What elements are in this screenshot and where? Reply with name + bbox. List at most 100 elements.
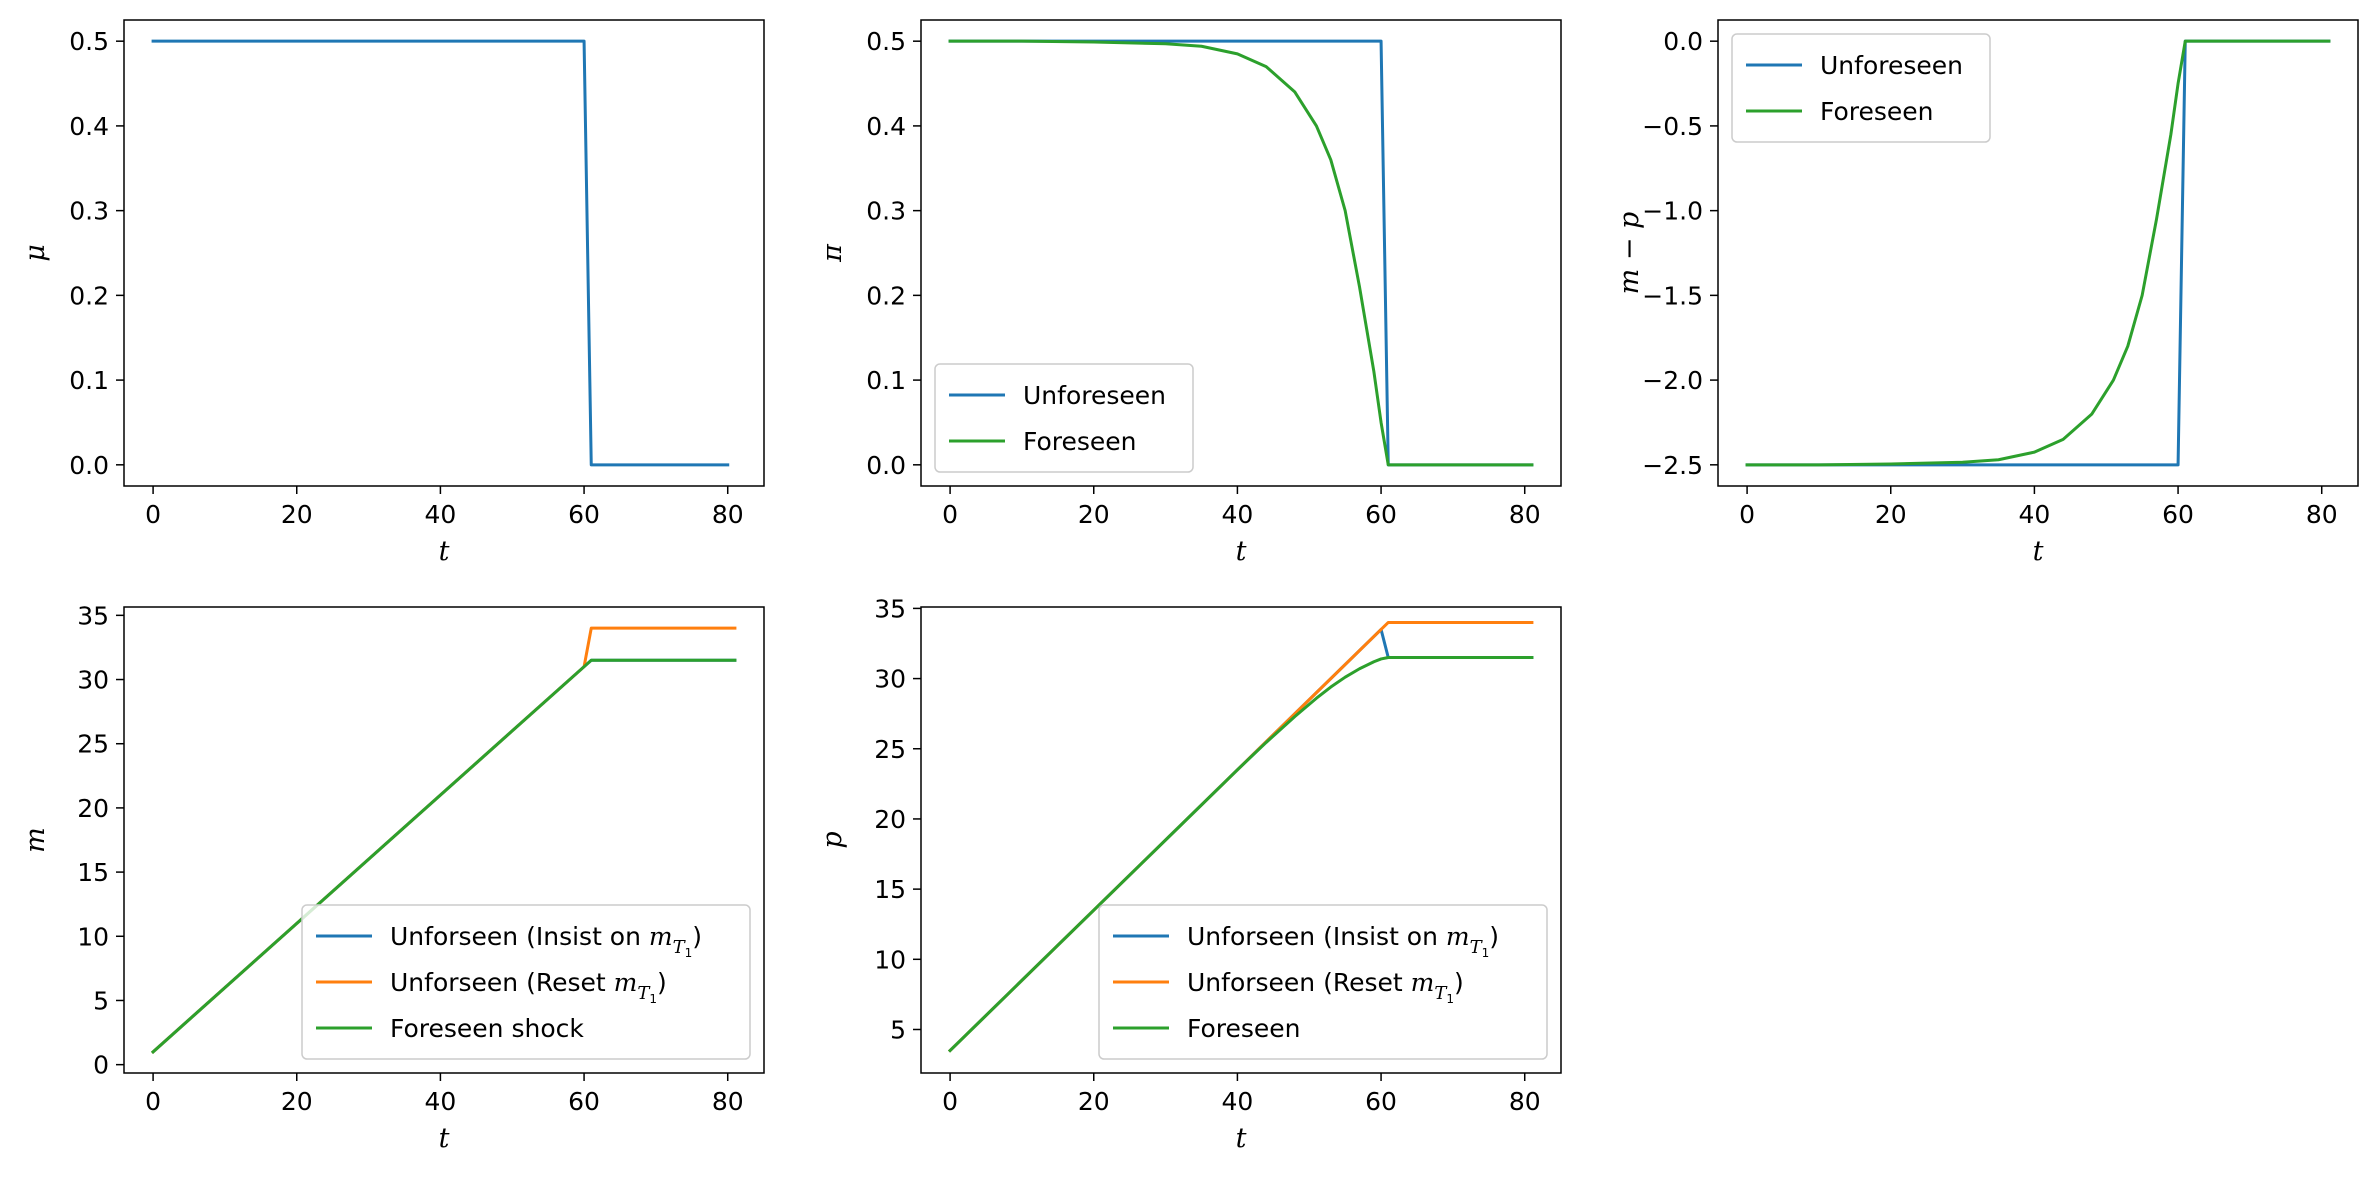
legend-box — [301, 904, 751, 1060]
x-tick-label: 20 — [281, 500, 313, 529]
legend-label: Foreseen — [1187, 1014, 1301, 1043]
subplot-1: 0 20 40 60 80 0.0 0.1 0.2 0.3 0.4 0.5 t μ — [20, 19, 765, 567]
legend-label: Foreseen — [1820, 97, 1934, 126]
y-tick-label: 30 — [77, 666, 109, 695]
x-tick-label: 0 — [942, 1087, 958, 1116]
y-tick-label: 0.5 — [69, 27, 109, 56]
y-tick-label: 10 — [77, 922, 109, 951]
subplot-5: 0 20 40 60 80 5 10 15 20 25 30 35 t p Unforseen (Insis… — [817, 594, 1562, 1154]
legend: Unforseen (Insist on mT1) Unforseen (Rese… — [1098, 904, 1548, 1060]
axes-frame — [920, 606, 1562, 1074]
x-tick-label: 80 — [2306, 500, 2338, 529]
y-tick-label: 0.4 — [69, 112, 109, 141]
x-axis-label: t — [1236, 1123, 1247, 1154]
x-tick-label: 0 — [145, 1087, 161, 1116]
y-tick-label: 0.0 — [1663, 27, 1703, 56]
legend-label: Foreseen shock — [390, 1014, 584, 1043]
x-tick-label: 40 — [1222, 500, 1254, 529]
x-tick-label: 60 — [568, 500, 600, 529]
y-tick-label: 35 — [874, 594, 906, 623]
x-tick-label: 80 — [712, 1087, 744, 1116]
y-tick-label: 0.1 — [866, 366, 906, 395]
y-tick-label: 15 — [874, 875, 906, 904]
axes-frame — [920, 19, 1562, 487]
x-tick-label: 40 — [425, 500, 457, 529]
legend: Unforseen (Insist on mT1) Unforseen (Rese… — [301, 904, 751, 1060]
y-tick-label: 0.2 — [866, 281, 906, 310]
legend-label: Unforseen (Reset mT1) — [390, 968, 667, 1006]
x-tick-label: 80 — [712, 500, 744, 529]
y-tick-label: 20 — [77, 794, 109, 823]
y-tick-label: 0.0 — [866, 451, 906, 480]
x-axis-label: t — [439, 1123, 450, 1154]
axes-frame — [123, 606, 765, 1074]
y-tick-label: 15 — [77, 858, 109, 887]
axes-frame — [1717, 19, 2359, 487]
y-tick-label: −1.5 — [1642, 281, 1703, 310]
legend-label: Unforseen (Insist on mT1) — [1187, 922, 1499, 960]
y-tick-label: 0.3 — [866, 197, 906, 226]
legend-label: Unforeseen — [1023, 381, 1166, 410]
legend: Unforeseen Foreseen — [934, 363, 1194, 473]
y-tick-label: 25 — [77, 730, 109, 759]
y-axis-label: m − p — [1614, 212, 1645, 295]
legend-box — [1098, 904, 1548, 1060]
x-axis-label: t — [439, 536, 450, 567]
y-tick-label: 0.1 — [69, 366, 109, 395]
legend-label: Unforeseen — [1820, 51, 1963, 80]
subplot-3: 0 20 40 60 80 −2.5 −2.0 −1.5 −1.0 −0.5 0.0 t m − p Un… — [1614, 19, 2359, 567]
x-tick-label: 20 — [1078, 500, 1110, 529]
x-tick-label: 20 — [281, 1087, 313, 1116]
y-tick-label: −1.0 — [1642, 197, 1703, 226]
y-tick-label: 30 — [874, 665, 906, 694]
y-tick-label: 0.2 — [69, 281, 109, 310]
legend-label: Unforseen (Reset mT1) — [1187, 968, 1464, 1006]
x-axis-label: t — [2033, 536, 2044, 567]
legend-box — [934, 363, 1194, 473]
x-tick-label: 80 — [1509, 500, 1541, 529]
y-tick-label: −0.5 — [1642, 112, 1703, 141]
legend: Unforeseen Foreseen — [1731, 33, 1991, 143]
x-tick-label: 20 — [1078, 1087, 1110, 1116]
legend-label: Foreseen — [1023, 427, 1137, 456]
y-tick-label: 0.3 — [69, 197, 109, 226]
legend-label: Unforseen (Insist on mT1) — [390, 922, 702, 960]
y-axis-label: m — [20, 827, 51, 853]
y-tick-label: 0 — [93, 1051, 109, 1080]
y-tick-label: 20 — [874, 805, 906, 834]
y-axis-label: π — [817, 243, 848, 263]
x-tick-label: 40 — [2019, 500, 2051, 529]
series-line-3 — [947, 656, 1534, 1053]
subplot-2: 0 20 40 60 80 0.0 0.1 0.2 0.3 0.4 0.5 t π Unforeseen F… — [817, 19, 1562, 567]
y-tick-label: 35 — [77, 601, 109, 630]
series-line-1 — [151, 39, 730, 467]
y-tick-label: −2.0 — [1642, 366, 1703, 395]
series-line-2 — [948, 39, 1534, 467]
y-axis-label: p — [817, 831, 848, 848]
x-tick-label: 20 — [1875, 500, 1907, 529]
y-tick-label: 5 — [93, 986, 109, 1015]
y-tick-label: 0.4 — [866, 112, 906, 141]
legend-box — [1731, 33, 1991, 143]
x-tick-label: 60 — [1365, 1087, 1397, 1116]
x-tick-label: 40 — [1222, 1087, 1254, 1116]
series-line-3 — [150, 658, 737, 1054]
y-tick-label: 10 — [874, 945, 906, 974]
y-tick-label: −2.5 — [1642, 451, 1703, 480]
x-tick-label: 0 — [942, 500, 958, 529]
x-tick-label: 60 — [1365, 500, 1397, 529]
x-tick-label: 0 — [1739, 500, 1755, 529]
y-axis-label: μ — [20, 244, 51, 262]
axes-frame — [123, 19, 765, 487]
x-tick-label: 60 — [568, 1087, 600, 1116]
x-tick-label: 0 — [145, 500, 161, 529]
y-tick-label: 25 — [874, 735, 906, 764]
y-tick-label: 0.0 — [69, 451, 109, 480]
series-line-2 — [1745, 39, 2331, 467]
x-axis-label: t — [1236, 536, 1247, 567]
x-tick-label: 40 — [425, 1087, 457, 1116]
y-tick-label: 5 — [890, 1015, 906, 1044]
y-tick-label: 0.5 — [866, 27, 906, 56]
x-tick-label: 60 — [2162, 500, 2194, 529]
